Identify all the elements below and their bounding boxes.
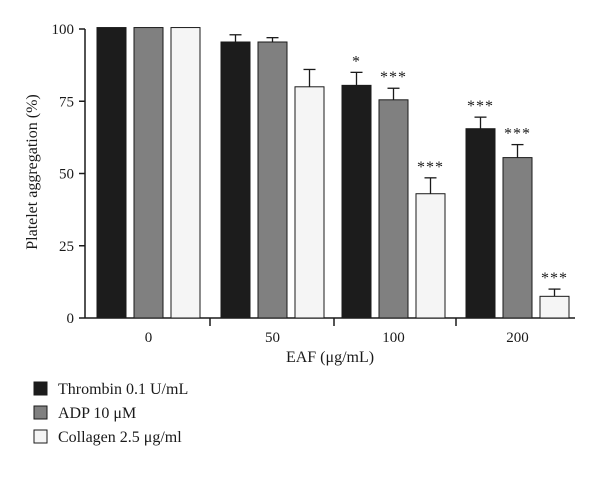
x-category-label: 100 xyxy=(382,330,405,346)
legend-swatch xyxy=(33,381,48,396)
significance-mark: * xyxy=(352,53,361,70)
x-axis-title: EAF (μg/mL) xyxy=(286,349,374,366)
x-category-label: 0 xyxy=(145,330,153,346)
bar xyxy=(341,84,372,319)
bar xyxy=(415,193,446,319)
x-category-label: 50 xyxy=(265,330,280,346)
bar xyxy=(502,157,533,319)
y-tick-label: 100 xyxy=(52,22,75,38)
bar xyxy=(96,27,127,319)
significance-mark: *** xyxy=(504,126,531,143)
significance-mark: *** xyxy=(467,98,494,115)
bar xyxy=(170,27,201,319)
y-tick-label: 75 xyxy=(59,94,74,110)
y-tick-label: 25 xyxy=(59,239,74,255)
legend-item: ADP 10 μM xyxy=(33,405,136,422)
x-ticks: 0 50 100 200 xyxy=(145,318,529,346)
bars xyxy=(96,27,570,319)
bar xyxy=(220,41,251,319)
significance-mark: *** xyxy=(541,270,568,287)
y-tick-label: 50 xyxy=(59,167,74,183)
legend-label: Collagen 2.5 μg/ml xyxy=(58,429,182,446)
bar xyxy=(465,128,496,319)
y-ticks: 0 25 50 75 100 xyxy=(52,22,85,327)
x-category-label: 200 xyxy=(506,330,529,346)
bar xyxy=(539,295,570,319)
error-bars xyxy=(229,34,561,297)
legend-item: Thrombin 0.1 U/mL xyxy=(33,381,188,398)
legend-label: ADP 10 μM xyxy=(58,405,136,422)
bar xyxy=(294,86,325,319)
legend-swatch xyxy=(33,429,48,444)
bar xyxy=(133,27,164,319)
y-tick-label: 0 xyxy=(67,311,75,327)
significance-marks: **************** xyxy=(352,53,568,287)
significance-mark: *** xyxy=(380,69,407,86)
legend-label: Thrombin 0.1 U/mL xyxy=(58,381,188,398)
legend: Thrombin 0.1 U/mL ADP 10 μM Collagen 2.5 μ… xyxy=(33,381,188,446)
legend-item: Collagen 2.5 μg/ml xyxy=(33,429,182,446)
bar xyxy=(257,41,288,319)
legend-swatch xyxy=(33,405,48,420)
y-axis-title: Platelet aggregation (%) xyxy=(24,94,41,250)
bar xyxy=(378,99,409,319)
significance-mark: *** xyxy=(417,159,444,176)
